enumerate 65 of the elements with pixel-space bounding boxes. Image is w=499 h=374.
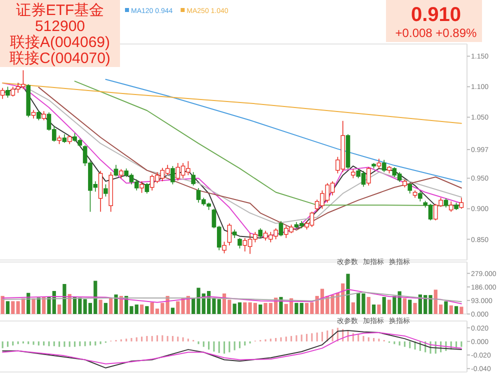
bar: [170, 308, 175, 314]
candlestick: [6, 86, 10, 98]
candlestick: [351, 168, 356, 179]
bar: [346, 274, 350, 314]
bar: [402, 298, 407, 314]
bar: [32, 298, 36, 314]
candlestick: [459, 197, 464, 210]
annotation: 联接C(004070): [10, 50, 110, 67]
line-series: [105, 78, 462, 182]
bar: [62, 284, 66, 314]
bar: [460, 306, 464, 314]
line-series: [2, 82, 462, 124]
bar: [36, 298, 40, 314]
candlestick: [36, 110, 41, 121]
bar: [114, 294, 118, 314]
bar: [351, 302, 355, 314]
bar: [57, 304, 62, 314]
bar: [294, 302, 298, 314]
bar: [444, 301, 448, 314]
bar: [449, 305, 453, 314]
bar: [104, 302, 108, 314]
text: 0.910: [410, 4, 462, 26]
candlestick: [170, 166, 175, 185]
bar: [387, 300, 392, 314]
candlestick: [191, 172, 196, 186]
candlestick: [119, 168, 124, 179]
candlestick: [258, 228, 263, 238]
bar: [145, 306, 149, 314]
candlestick: [114, 164, 118, 177]
bar: [372, 304, 376, 314]
annotation: 联接A(004069): [10, 34, 110, 51]
candlestick: [418, 191, 422, 202]
line-series: [2, 292, 462, 302]
text: 512900: [34, 18, 86, 35]
candlestick: [444, 198, 448, 208]
bar: [140, 304, 144, 314]
candlestick: [140, 180, 144, 194]
line-series: [2, 288, 462, 304]
chart-title: 证券ETF基金: [16, 2, 104, 19]
candlestick: [448, 201, 454, 212]
candlestick: [104, 184, 108, 197]
bar: [6, 301, 10, 314]
candlestick: [42, 110, 46, 121]
bar: [300, 302, 304, 314]
bar: [109, 298, 113, 314]
candlestick: [382, 160, 386, 173]
bar: [366, 296, 370, 314]
bar: [408, 300, 412, 314]
bar: [377, 304, 381, 314]
candlestick: [408, 182, 412, 194]
candlestick: [278, 220, 284, 237]
candlestick: [0, 88, 5, 100]
candlestick: [144, 182, 150, 194]
bar: [392, 296, 396, 314]
candlestick: [366, 166, 371, 186]
text: +0.008 +0.89%: [395, 26, 478, 40]
bar: [258, 304, 262, 314]
bar: [454, 306, 458, 314]
candlestick: [376, 158, 382, 169]
candlestick: [238, 238, 242, 249]
bar: [413, 302, 417, 314]
bar: [382, 296, 386, 314]
candlestick: [222, 241, 226, 254]
candlestick: [227, 222, 232, 246]
bar: [98, 300, 102, 314]
